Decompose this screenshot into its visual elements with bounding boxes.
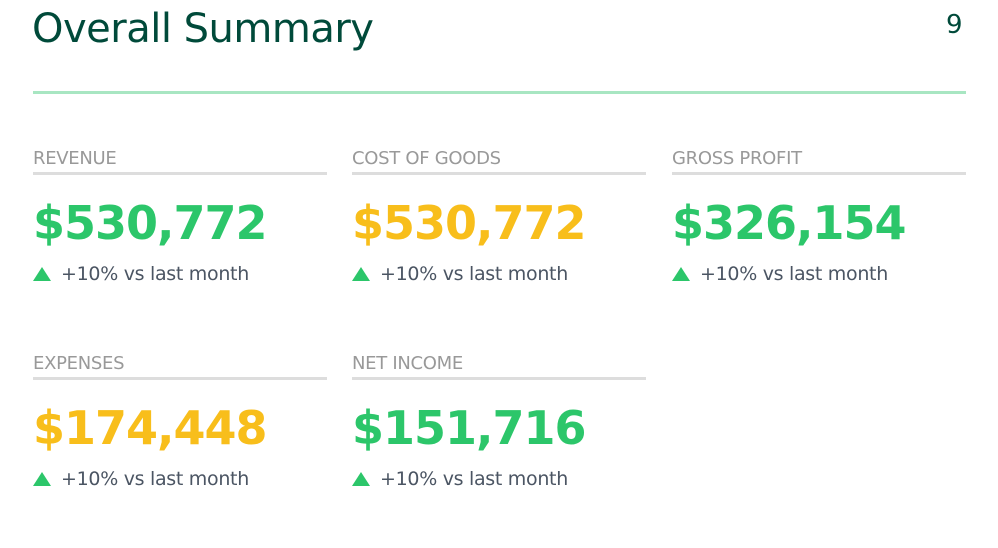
metric-divider xyxy=(672,172,966,175)
change-text: +10% vs last month xyxy=(700,263,888,285)
metric-card-gross-profit: GROSS PROFIT $326,154 +10% vs last month xyxy=(672,146,966,285)
metric-divider xyxy=(352,172,646,175)
change-text: +10% vs last month xyxy=(61,263,249,285)
metric-change: +10% vs last month xyxy=(33,468,327,490)
up-triangle-icon xyxy=(33,267,51,281)
metric-value: $151,716 xyxy=(352,401,587,455)
metric-change: +10% vs last month xyxy=(672,263,966,285)
metric-card-net-income: NET INCOME $151,716 +10% vs last month xyxy=(352,351,646,490)
metric-card-cost-of-goods: COST OF GOODS $530,772 +10% vs last mont… xyxy=(352,146,646,285)
metric-label: REVENUE xyxy=(33,148,117,169)
metric-card-revenue: REVENUE $530,772 +10% vs last month xyxy=(33,146,327,285)
change-text: +10% vs last month xyxy=(380,468,568,490)
metric-value: $326,154 xyxy=(672,196,907,250)
title-divider xyxy=(33,91,966,94)
page-number: 9 xyxy=(946,10,963,40)
metric-value: $530,772 xyxy=(352,196,587,250)
metric-value: $174,448 xyxy=(33,401,268,455)
metric-card-expenses: EXPENSES $174,448 +10% vs last month xyxy=(33,351,327,490)
page-title: Overall Summary xyxy=(32,6,374,52)
metric-divider xyxy=(352,377,646,380)
change-text: +10% vs last month xyxy=(61,468,249,490)
metric-label: GROSS PROFIT xyxy=(672,148,802,169)
metric-change: +10% vs last month xyxy=(352,263,646,285)
up-triangle-icon xyxy=(352,267,370,281)
metric-change: +10% vs last month xyxy=(352,468,646,490)
up-triangle-icon xyxy=(672,267,690,281)
metric-label: NET INCOME xyxy=(352,353,463,374)
up-triangle-icon xyxy=(33,472,51,486)
change-text: +10% vs last month xyxy=(380,263,568,285)
metric-divider xyxy=(33,172,327,175)
metric-change: +10% vs last month xyxy=(33,263,327,285)
metric-divider xyxy=(33,377,327,380)
metric-label: COST OF GOODS xyxy=(352,148,501,169)
metric-value: $530,772 xyxy=(33,196,268,250)
up-triangle-icon xyxy=(352,472,370,486)
metric-label: EXPENSES xyxy=(33,353,125,374)
